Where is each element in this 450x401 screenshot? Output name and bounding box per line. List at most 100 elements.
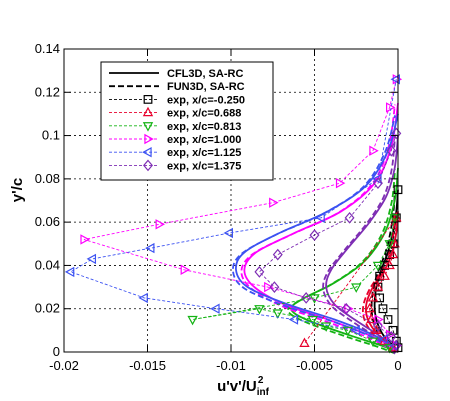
data-point	[254, 266, 265, 278]
legend-label: exp, x/c=1.125	[167, 147, 241, 159]
data-point	[138, 292, 148, 304]
x-axis-title-sub: inf	[257, 387, 270, 398]
cfd-curve-pair	[322, 135, 399, 355]
y-tick-label: 0.04	[35, 257, 60, 272]
legend-label: exp, x/c=0.813	[167, 121, 241, 133]
data-point	[309, 229, 320, 241]
series-line	[192, 217, 396, 349]
data-point	[367, 292, 379, 302]
legend-label: exp, x/c=-0.250	[167, 94, 245, 106]
data-point	[64, 266, 75, 278]
data-point	[372, 320, 383, 332]
data-point	[387, 341, 399, 352]
x-tick-label: -0.015	[129, 358, 166, 373]
x-tick-label: 0	[394, 358, 401, 373]
data-point	[320, 322, 332, 332]
x-tick-label: -0.02	[49, 358, 79, 373]
x-axis-title-base: u'v'/U	[217, 378, 257, 395]
x-axis-title-sup: 2	[258, 375, 264, 386]
legend-label: FUN3D, SA-RC	[167, 81, 245, 93]
data-point	[387, 248, 399, 259]
y-tick-label: 0	[53, 344, 60, 359]
data-point	[272, 248, 283, 261]
data-point	[350, 325, 360, 336]
data-point	[369, 145, 379, 156]
data-point	[341, 302, 352, 315]
series-3	[80, 74, 403, 351]
data-point	[378, 304, 388, 314]
series-line	[69, 79, 397, 346]
series-line	[304, 216, 397, 349]
data-point	[80, 234, 90, 245]
data-point	[364, 302, 375, 313]
y-tick-label: 0.14	[35, 41, 60, 56]
data-point	[342, 326, 354, 337]
legend-entry: exp, x/c=1.125	[109, 147, 241, 159]
legend-marker	[144, 133, 154, 145]
x-axis-title: u'v'/Uinf2	[217, 375, 270, 398]
data-point	[391, 339, 402, 352]
data-point	[223, 227, 233, 239]
fun3d-curve	[322, 137, 396, 355]
legend-marker	[142, 106, 154, 117]
series-2	[187, 214, 400, 354]
legend-entry: exp, x/c=0.688	[109, 106, 241, 120]
data-point	[272, 309, 283, 319]
series-line	[83, 79, 397, 346]
legend-marker	[142, 147, 152, 158]
y-axis-title: y'/c	[9, 178, 26, 202]
experiment-series	[64, 74, 403, 354]
y-tick-label: 0.02	[35, 301, 60, 316]
series-5	[254, 127, 402, 352]
legend-marker	[143, 159, 153, 172]
data-point	[269, 281, 280, 293]
data-point	[367, 337, 379, 347]
data-point	[145, 242, 155, 254]
data-point	[372, 281, 384, 291]
ticks: -0.02 -0.015 -0.01 -0.005 0 0 0.02 0.04 0.06 0.08…	[35, 41, 402, 373]
data-point	[391, 127, 402, 140]
data-point	[379, 270, 390, 280]
data-point	[384, 240, 395, 250]
data-point	[378, 333, 389, 345]
y-tick-label: 0.1	[42, 128, 60, 143]
data-point	[315, 212, 325, 224]
series-line	[377, 189, 399, 348]
data-point	[389, 214, 400, 224]
data-point	[386, 330, 397, 343]
legend-entry: exp, x/c=1.375	[109, 159, 241, 172]
data-point	[288, 314, 299, 325]
data-point	[335, 177, 346, 189]
data-point	[372, 177, 383, 190]
legend-label: exp, x/c=1.375	[167, 160, 241, 172]
data-point	[307, 315, 319, 326]
legend-entry: exp, x/c=-0.250	[109, 94, 245, 106]
data-point	[180, 264, 191, 275]
legend-label: CFL3D, SA-RC	[167, 68, 243, 80]
legend-label: exp, x/c=0.688	[167, 108, 241, 120]
x-tick-label: -0.005	[296, 358, 333, 373]
data-point	[187, 315, 198, 326]
data-point	[372, 173, 382, 185]
y-tick-label: 0.06	[35, 214, 60, 229]
data-point	[375, 271, 385, 281]
legend-marker	[142, 122, 154, 132]
data-point	[372, 261, 384, 272]
data-point	[386, 144, 397, 157]
legend-entry: exp, x/c=1.000	[109, 133, 241, 146]
data-point	[264, 281, 274, 293]
data-point	[392, 74, 403, 85]
cfd-curve-pair	[240, 102, 399, 355]
data-point	[384, 344, 395, 354]
data-point	[86, 253, 97, 265]
data-point	[344, 211, 355, 224]
data-point	[392, 340, 403, 351]
data-point	[366, 313, 377, 324]
y-tick-label: 0.12	[35, 84, 60, 99]
series-4	[64, 74, 400, 351]
data-point	[383, 315, 393, 324]
legend-label: exp, x/c=1.000	[167, 134, 241, 146]
data-point	[254, 305, 265, 315]
